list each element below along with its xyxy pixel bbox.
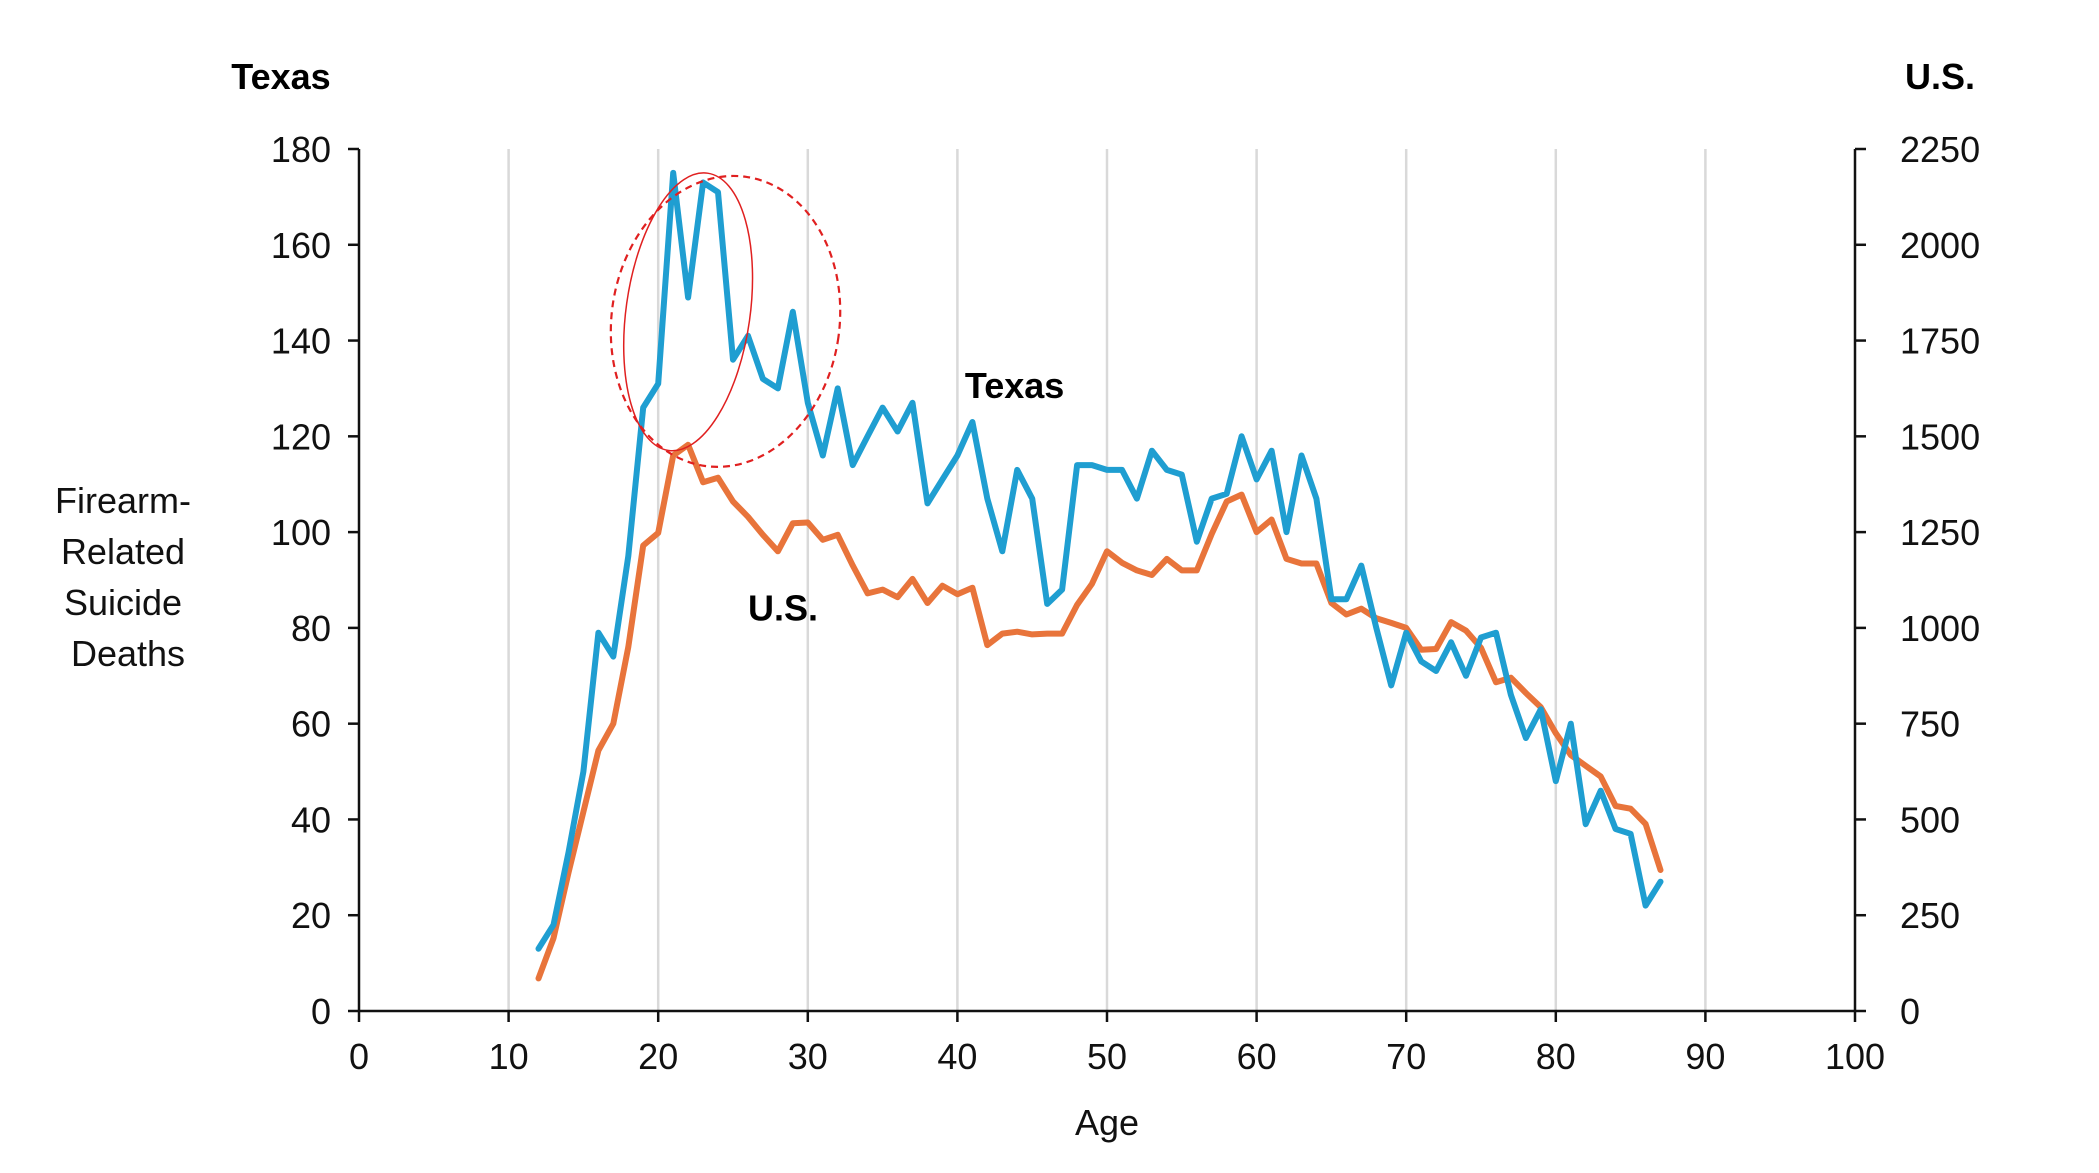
y-left-tick-label-60: 60	[291, 704, 331, 745]
x-tick-label-90: 90	[1685, 1036, 1725, 1077]
y-axis-title-line-2: Related	[61, 531, 185, 572]
y-left-tick-label-160: 160	[271, 225, 331, 266]
annotation-texas: Texas	[965, 365, 1064, 406]
y-left-tick-label-80: 80	[291, 608, 331, 649]
y-left-tick-label-0: 0	[311, 991, 331, 1032]
y-right-tick-label-750: 750	[1900, 704, 1960, 745]
x-tick-label-10: 10	[489, 1036, 529, 1077]
x-tick-label-0: 0	[349, 1036, 369, 1077]
y-right-tick-label-1000: 1000	[1900, 608, 1980, 649]
series-layer	[535, 169, 1664, 982]
y-axis-title: Firearm- Related Suicide Deaths	[55, 480, 201, 674]
y-axis-title-line-3: Suicide	[64, 582, 182, 623]
x-tick-label-60: 60	[1237, 1036, 1277, 1077]
x-tick-label-100: 100	[1825, 1036, 1885, 1077]
y-right-tick-label-1500: 1500	[1900, 416, 1980, 457]
y-axis-title-line-1: Firearm-	[55, 480, 191, 521]
y-right-tick-label-1750: 1750	[1900, 321, 1980, 362]
y-right-tick-label-0: 0	[1900, 991, 1920, 1032]
peak-highlight-solid-ellipse	[622, 172, 754, 452]
y-left-tick-label-100: 100	[271, 512, 331, 553]
y-left-tick-label-120: 120	[271, 416, 331, 457]
y-right-tick-label-250: 250	[1900, 895, 1960, 936]
y-left-tick-label-40: 40	[291, 799, 331, 840]
x-tick-label-40: 40	[937, 1036, 977, 1077]
vertical-gridlines	[507, 149, 1707, 1011]
y-axis-title-line-4: Deaths	[71, 633, 185, 674]
y-right-tick-label-2000: 2000	[1900, 225, 1980, 266]
annotation-us: U.S.	[748, 588, 818, 629]
y-axis-right: 0 250 500 750 1000 1250 1500 1750 2000 2250	[1853, 129, 1980, 1032]
y-left-tick-label-180: 180	[271, 129, 331, 170]
y-axis-left: 0 20 40 60 80 100 120 140 160 180	[271, 129, 361, 1032]
series-line-u-s	[535, 441, 1664, 982]
y-right-tick-label-1250: 1250	[1900, 512, 1980, 553]
x-tick-label-30: 30	[788, 1036, 828, 1077]
x-axis-title: Age	[1075, 1102, 1139, 1143]
y-right-tick-label-2250: 2250	[1900, 129, 1980, 170]
series-line-texas	[535, 169, 1664, 952]
x-tick-label-50: 50	[1087, 1036, 1127, 1077]
x-tick-label-20: 20	[638, 1036, 678, 1077]
y-left-tick-label-140: 140	[271, 321, 331, 362]
right-axis-header: U.S.	[1905, 56, 1975, 97]
y-left-tick-label-20: 20	[291, 895, 331, 936]
x-tick-label-80: 80	[1536, 1036, 1576, 1077]
peak-highlight-dashed-ellipse	[609, 174, 842, 468]
left-axis-header: Texas	[231, 56, 330, 97]
x-axis: 0 10 20 30 40 50 60 70 80 90 100	[349, 1009, 1885, 1077]
peak-highlight	[609, 172, 842, 468]
x-tick-label-70: 70	[1386, 1036, 1426, 1077]
y-right-tick-label-500: 500	[1900, 799, 1960, 840]
